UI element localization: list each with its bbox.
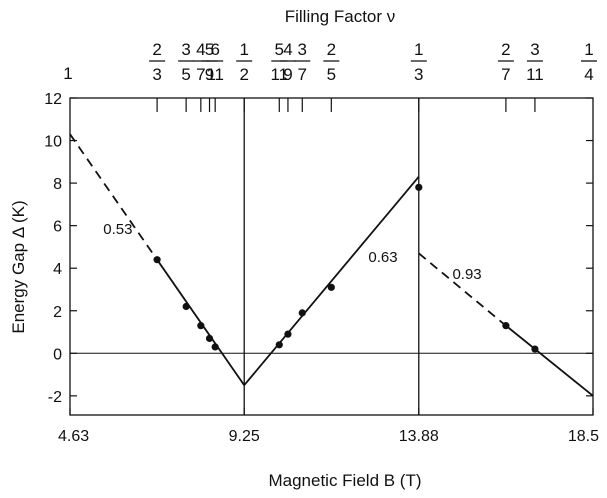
data-point (298, 309, 306, 317)
filling-factor-denominator: 7 (196, 65, 205, 84)
filling-factor-integer: 1 (63, 64, 72, 83)
filling-factor-denominator: 9 (205, 65, 214, 84)
y-tick-label: 4 (53, 261, 62, 278)
filling-factor-numerator: 6 (210, 40, 219, 59)
filling-factor-denominator: 2 (239, 65, 248, 84)
data-point (327, 283, 335, 291)
y-tick-label: 12 (44, 91, 62, 108)
data-point (211, 343, 219, 351)
data-point (502, 322, 510, 330)
filling-factor-numerator: 5 (205, 40, 214, 59)
y-tick-label: 6 (53, 219, 62, 236)
slope-annotations: 0.53 0.63 0.93 (103, 221, 481, 283)
filling-factor-denominator: 4 (584, 65, 593, 84)
data-point (415, 183, 423, 191)
slope-label: 0.63 (368, 249, 397, 266)
filling-factor-numerator: 5 (275, 40, 284, 59)
x-tick-label: 13.88 (399, 428, 439, 445)
x-tick-label: 9.25 (229, 428, 260, 445)
filling-factor-numerator: 3 (530, 40, 539, 59)
filling-factor-denominator: 7 (501, 65, 510, 84)
filling-factor-denominator: 9 (283, 65, 292, 84)
y-axis-title: Energy Gap Δ (K) (9, 200, 28, 333)
data-point (197, 322, 205, 330)
solid-fit-line (505, 324, 594, 397)
x-tick-label: 4.63 (58, 428, 89, 445)
data-point (205, 334, 214, 343)
y-tick-label: -2 (48, 389, 62, 406)
plot-frame (69, 97, 594, 416)
plot-border (69, 97, 594, 416)
y-tick-label: 2 (53, 304, 62, 321)
data-point (153, 256, 161, 264)
y-axis: -2 0 2 4 6 8 10 12 (44, 91, 593, 406)
filling-factor-denominator: 11 (270, 65, 288, 84)
filling-factor-numerator: 2 (501, 40, 510, 59)
filling-factor-denominator: 5 (181, 65, 190, 84)
data-point (182, 302, 190, 311)
filling-factor-numerator: 3 (298, 40, 307, 59)
filling-factor-numerator: 1 (584, 40, 593, 59)
filling-factor-denominator: 5 (327, 65, 336, 84)
filling-factor-numerator: 2 (152, 40, 161, 59)
y-tick-label: 8 (53, 176, 62, 193)
filling-factor-denominator: 7 (298, 65, 307, 84)
data-points (153, 183, 539, 353)
filling-factor-numerator: 4 (196, 40, 205, 59)
slope-label: 0.53 (103, 221, 132, 238)
solid-fit-line (243, 176, 420, 386)
filling-factor-numerator: 1 (239, 40, 248, 59)
y-tick-label: 10 (44, 134, 62, 151)
filling-factor-numerator: 3 (181, 40, 190, 59)
x-axis: 4.63 9.25 13.88 18.5 (58, 408, 599, 445)
dashed-fit-line (418, 252, 507, 327)
y-tick-label: 0 (53, 346, 62, 363)
fit-lines (69, 133, 594, 397)
top-axis-title: Filling Factor ν (285, 7, 396, 26)
filling-factor-denominator: 3 (152, 65, 161, 84)
slope-label: 0.93 (452, 266, 481, 283)
filling-factor-denominator: 3 (414, 65, 423, 84)
x-axis-title: Magnetic Field B (T) (268, 471, 421, 490)
x-tick-label: 18.5 (568, 428, 599, 445)
filling-factor-denominator: 11 (206, 65, 224, 84)
dashed-fit-line (69, 133, 158, 261)
filling-factor-numerator: 1 (414, 40, 423, 59)
filling-factor-denominator: 11 (526, 65, 544, 84)
data-point (531, 345, 539, 353)
filling-factor-numerator: 2 (327, 40, 336, 59)
filling-factor-numerator: 4 (283, 40, 292, 59)
data-point (275, 341, 283, 349)
data-point (284, 330, 292, 338)
